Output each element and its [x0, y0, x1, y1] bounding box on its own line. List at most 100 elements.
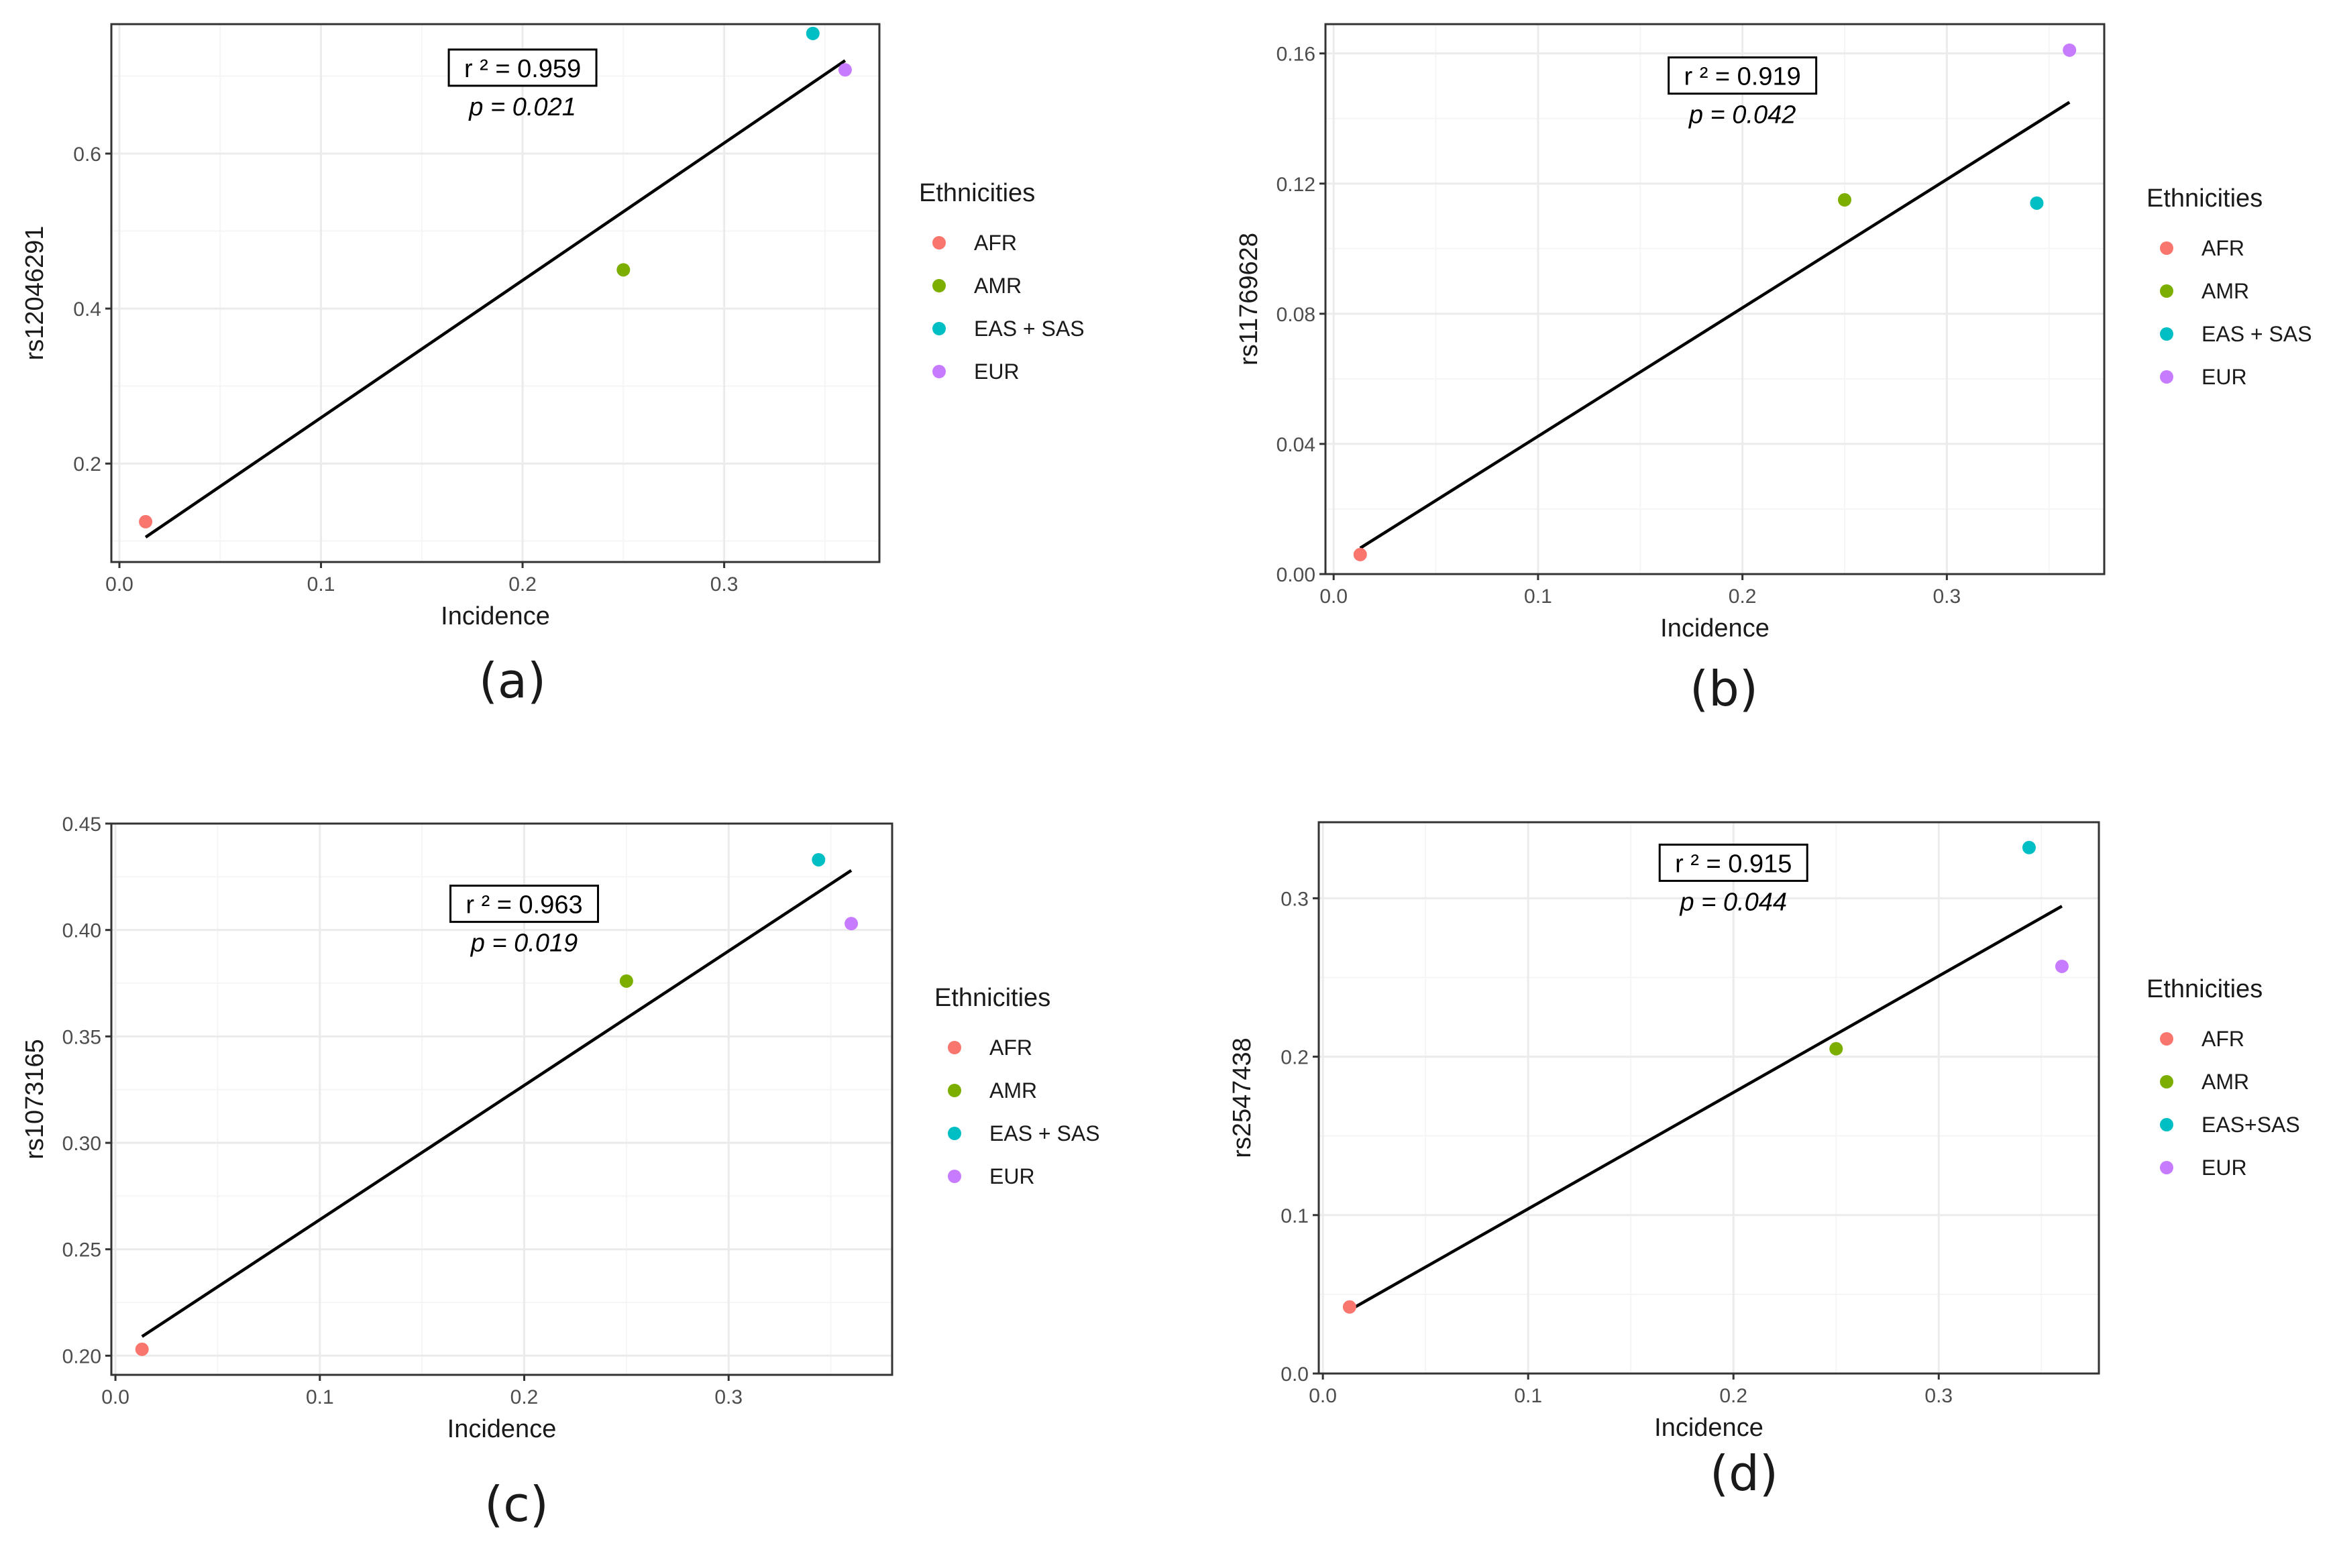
stats-box: [1658, 843, 1808, 882]
x-tick-label: 0.3: [1924, 1385, 1953, 1407]
legend: Ethnicities AFR AMR EAS + SAS EUR: [919, 179, 1085, 384]
data-point-afr: [135, 1342, 149, 1356]
y-tick-label: 0.45: [62, 814, 101, 836]
y-tick-label: 0.04: [1276, 434, 1315, 456]
legend-swatch-eas: [2160, 1118, 2173, 1131]
legend-label-eas: EAS + SAS: [974, 317, 1085, 341]
x-tick-label: 0.0: [1319, 585, 1348, 608]
x-tick-label: 0.0: [101, 1386, 129, 1408]
chart-panel-4: r ² = 0.915 p = 0.044 0.0 0.1 0.2 0.3 0.0 0.1 0.…: [1228, 821, 2300, 1502]
legend-swatch-eur: [2160, 1161, 2173, 1174]
x-tick-label: 0.2: [1719, 1385, 1747, 1407]
chart-panel-1: r ² = 0.959 p = 0.021 0.0 0.1 0.2 0.3 0.2 0.4 0.…: [21, 23, 1085, 709]
y-tick-label: 0.1: [1281, 1205, 1309, 1227]
x-axis-title: Incidence: [1660, 614, 1770, 642]
regression-line: [141, 869, 853, 1338]
panel-label: (a): [479, 653, 546, 709]
legend-label-amr: AMR: [2202, 1070, 2249, 1094]
legend-label-afr: AFR: [2202, 1027, 2244, 1051]
x-tick-label: 0.0: [1309, 1385, 1337, 1407]
data-point-afr: [139, 514, 153, 528]
p-value-label: p = 0.042: [1688, 101, 1796, 129]
x-tick-label: 0.1: [307, 573, 335, 596]
data-point-afr: [1353, 547, 1367, 561]
plot-border: [1324, 23, 2106, 575]
legend-swatch-eas: [932, 322, 946, 335]
legend-title: Ethnicities: [919, 179, 1035, 207]
data-point-amr: [619, 974, 633, 988]
x-tick-label: 0.2: [508, 573, 537, 596]
data-point-eas: [2022, 840, 2036, 854]
legend-label-eas: EAS + SAS: [2202, 322, 2312, 346]
x-tick-label: 0.3: [710, 573, 739, 596]
stats-box: [449, 885, 600, 923]
r-squared-label: r ² = 0.915: [1675, 850, 1792, 878]
legend-label-eur: EUR: [2202, 1156, 2247, 1180]
data-point-eas: [812, 852, 826, 866]
data-point-amr: [616, 263, 631, 277]
y-tick-label: 0.6: [73, 144, 101, 166]
x-tick-label: 0.1: [306, 1386, 334, 1408]
plot-area: [1325, 24, 2104, 574]
legend-swatch-eas: [2160, 327, 2173, 341]
plot-border: [110, 23, 881, 563]
y-tick-label: 0.20: [62, 1345, 101, 1367]
panel-label: (d): [1710, 1445, 1778, 1502]
x-tick-label: 0.1: [1524, 585, 1552, 608]
data-point-afr: [1342, 1300, 1356, 1314]
data-point-eur: [2063, 43, 2077, 57]
legend-label-eur: EUR: [974, 359, 1020, 384]
legend-label-eur: EUR: [2202, 365, 2247, 389]
legend-label-amr: AMR: [2202, 279, 2249, 303]
y-tick-label: 0.12: [1276, 174, 1315, 196]
legend-swatch-afr: [2160, 1032, 2173, 1046]
p-value-label: p = 0.044: [1679, 888, 1787, 916]
legend-swatch-eas: [948, 1127, 961, 1140]
y-tick-label: 0.40: [62, 920, 101, 942]
x-tick-label: 0.3: [714, 1386, 743, 1408]
legend-label-eas: EAS + SAS: [989, 1121, 1100, 1145]
legend-swatch-amr: [2160, 1075, 2173, 1088]
y-tick-label: 0.35: [62, 1026, 101, 1048]
data-point-eur: [2055, 959, 2069, 973]
stats-box: [1668, 56, 1818, 95]
legend-label-eur: EUR: [989, 1164, 1035, 1188]
y-tick-label: 0.00: [1276, 564, 1315, 586]
legend-swatch-amr: [932, 279, 946, 292]
legend-label-amr: AMR: [989, 1078, 1037, 1103]
y-tick-label: 0.4: [73, 298, 101, 321]
plot-border: [1317, 821, 2100, 1375]
legend-title: Ethnicities: [934, 984, 1050, 1012]
legend-swatch-afr: [2160, 241, 2173, 255]
y-axis-title: rs11769628: [1235, 233, 1263, 366]
x-tick-label: 0.1: [1514, 1385, 1542, 1407]
legend-swatch-afr: [932, 236, 946, 249]
x-axis-title: Incidence: [447, 1415, 557, 1443]
legend-label-afr: AFR: [2202, 236, 2244, 260]
legend-label-afr: AFR: [989, 1035, 1032, 1060]
x-axis-title: Incidence: [441, 602, 550, 630]
regression-line: [144, 59, 847, 539]
legend-swatch-amr: [2160, 284, 2173, 298]
y-tick-label: 0.25: [62, 1239, 101, 1262]
legend-title: Ethnicities: [2146, 975, 2263, 1003]
legend-swatch-amr: [948, 1084, 961, 1097]
data-point-eur: [838, 63, 852, 77]
legend-swatch-eur: [948, 1170, 961, 1183]
panel-label: (b): [1690, 661, 1758, 717]
data-point-eas: [806, 26, 820, 40]
y-tick-label: 0.2: [1281, 1047, 1309, 1069]
p-value-label: p = 0.021: [468, 93, 576, 121]
y-tick-label: 0.2: [73, 453, 101, 475]
legend-swatch-eur: [932, 365, 946, 378]
x-axis-title: Incidence: [1654, 1414, 1763, 1442]
legend: Ethnicities AFR AMR EAS+SAS EUR: [2146, 975, 2300, 1180]
legend-label-eas: EAS+SAS: [2202, 1113, 2300, 1137]
y-axis-title: rs1073165: [21, 1039, 49, 1160]
legend-label-amr: AMR: [974, 274, 1022, 298]
y-tick-label: 0.16: [1276, 44, 1315, 66]
legend: Ethnicities AFR AMR EAS + SAS EUR: [934, 984, 1100, 1188]
panel-label: (c): [484, 1476, 549, 1532]
data-point-eas: [2030, 196, 2044, 210]
